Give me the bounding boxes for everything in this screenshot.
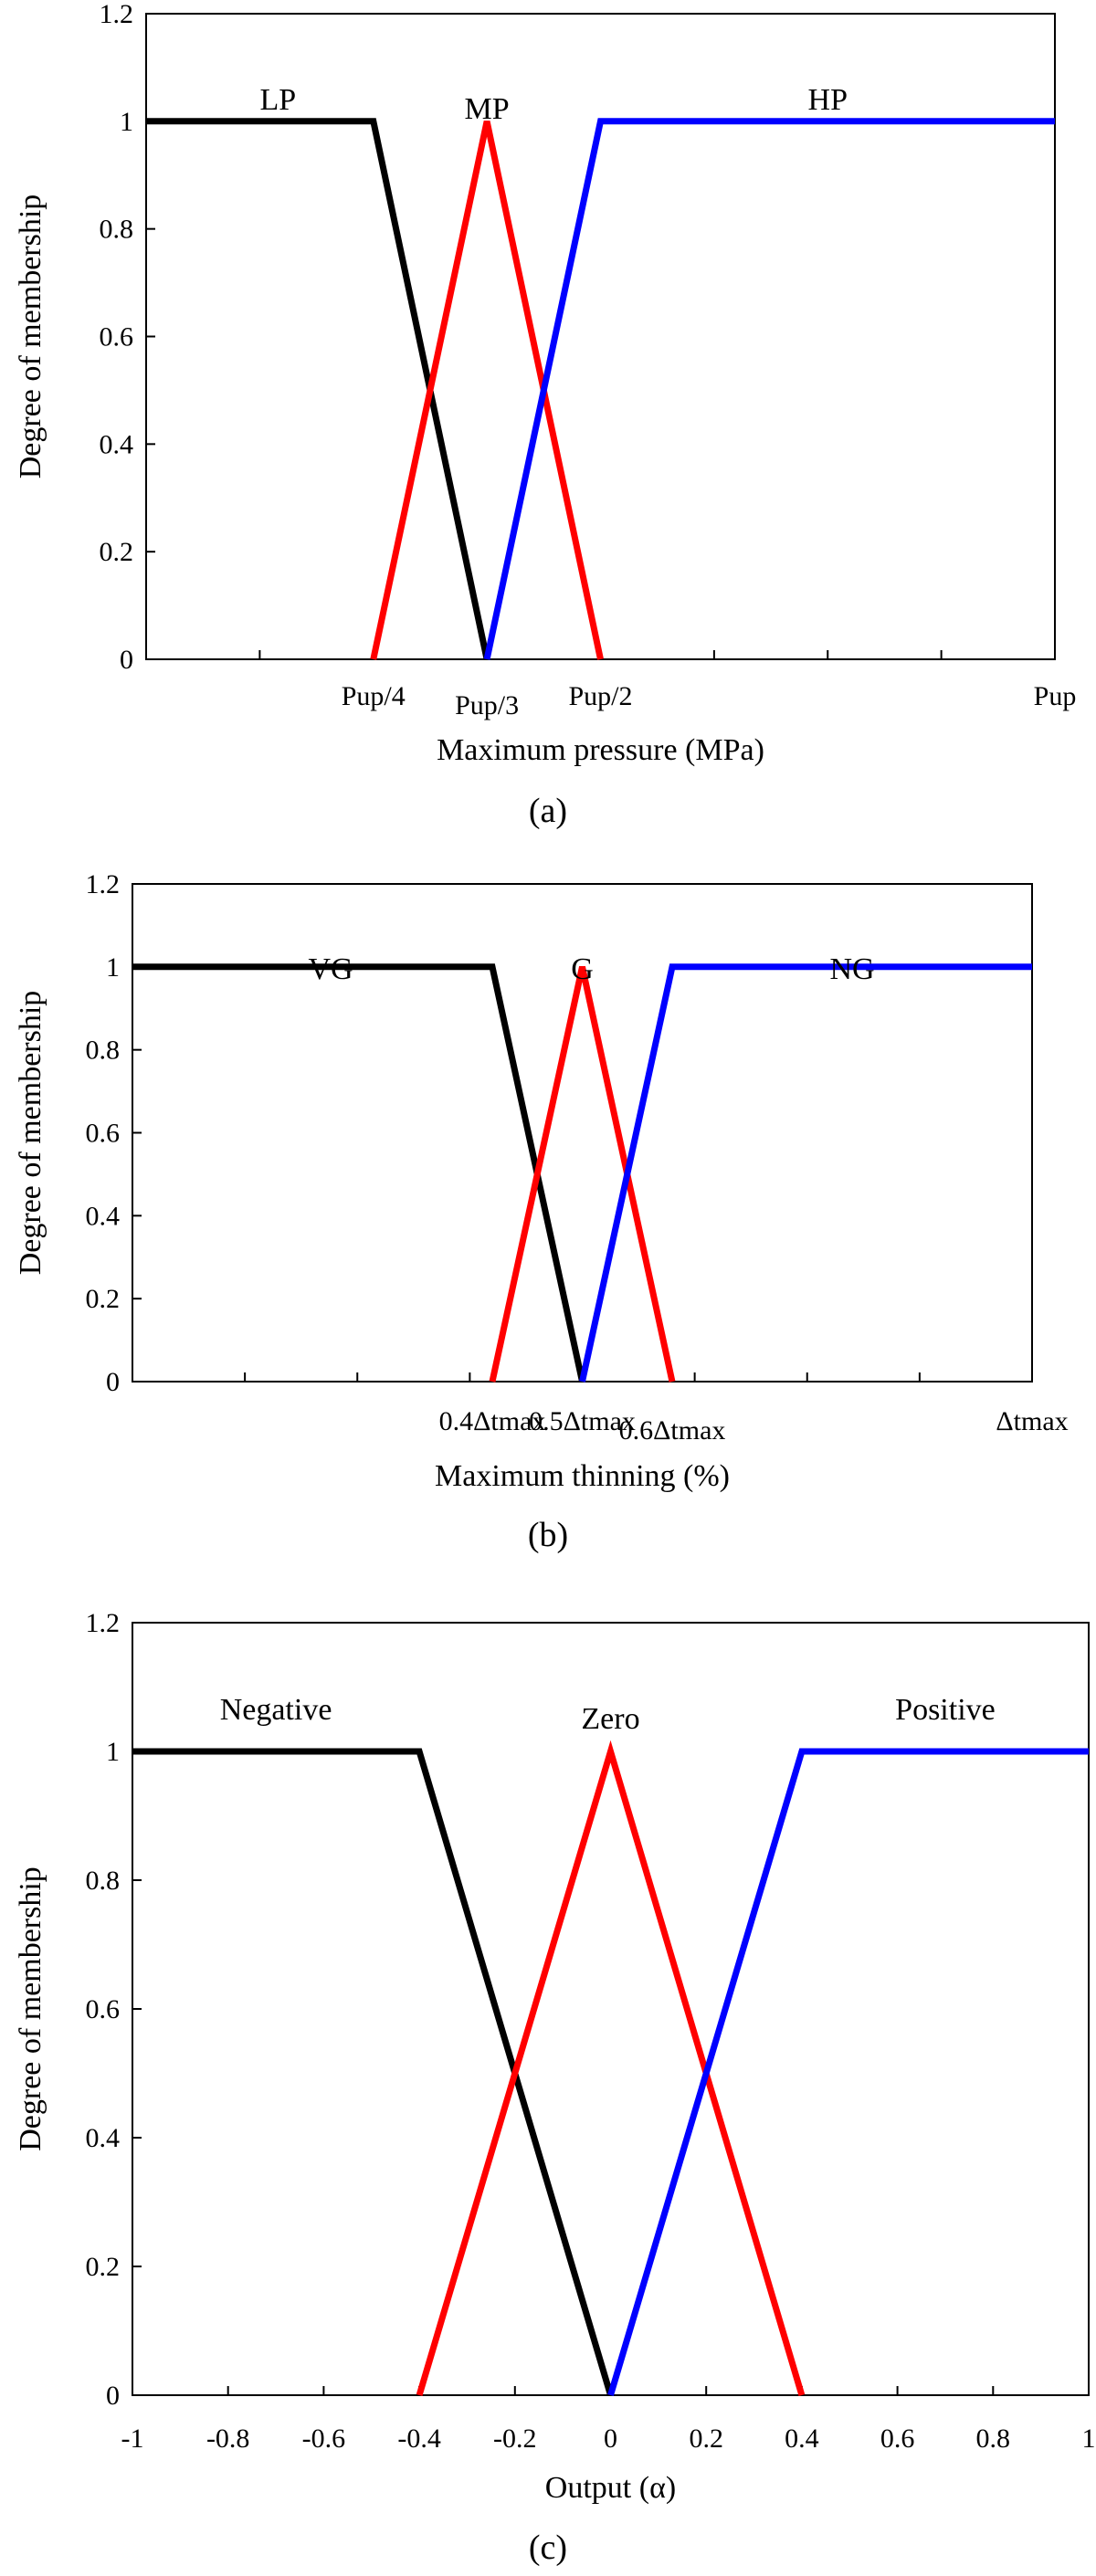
y-tick-label: 0.6 xyxy=(86,1994,121,2024)
y-tick-label: 0.8 xyxy=(86,1866,121,1896)
series-label-positive: Positive xyxy=(895,1693,996,1727)
x-tick-label: 0.5Δtmax xyxy=(529,1406,636,1436)
x-tick-label: Pup/2 xyxy=(568,681,632,711)
y-axis-label: Degree of membership xyxy=(14,991,47,1276)
series-label-lp: LP xyxy=(260,83,297,117)
panel-caption: (a) xyxy=(529,792,567,830)
y-tick-label: 0.2 xyxy=(86,2252,121,2282)
panel-caption: (b) xyxy=(528,1516,568,1554)
y-tick-label: 0.8 xyxy=(100,215,134,245)
series-label-mp: MP xyxy=(465,92,510,126)
y-tick-label: 1 xyxy=(106,952,120,983)
y-tick-label: 1.2 xyxy=(86,1608,121,1638)
chart-panel-a: 0 0.2 0.4 0.6 0.8 1 1.2 Pup/4 Pup/3 Pup/2 Pup Maxim… xyxy=(14,0,1076,830)
series-line-lp xyxy=(146,118,490,660)
y-tick-label: 0.4 xyxy=(100,429,134,459)
series-line-g xyxy=(489,966,676,1383)
y-tick-label: 0.4 xyxy=(86,2123,121,2153)
x-tick-label: -0.2 xyxy=(493,2424,537,2454)
y-tick-label: 0.2 xyxy=(100,537,134,567)
plot-frame xyxy=(132,1622,1090,2396)
y-tick-label: 0.2 xyxy=(86,1284,121,1314)
x-tick-label: 0.2 xyxy=(689,2424,723,2454)
y-tick-label: 1.2 xyxy=(86,869,121,899)
x-tick-label: 0.6Δtmax xyxy=(619,1415,726,1446)
x-tick-label: -0.4 xyxy=(397,2424,441,2454)
y-tick-label: 0.4 xyxy=(86,1201,121,1231)
y-tick-label: 1.2 xyxy=(100,0,134,29)
x-tick-label: 0.4 xyxy=(785,2424,819,2454)
x-axis-label: Output (α) xyxy=(545,2471,676,2505)
y-tick-label: 0 xyxy=(120,645,133,675)
y-axis-label: Degree of membership xyxy=(14,1866,47,2151)
series-line-ng xyxy=(579,963,1032,1383)
series-line-vg xyxy=(132,963,585,1383)
series-label-hp: HP xyxy=(808,83,848,117)
series-line-hp xyxy=(483,118,1055,660)
x-tick-label: -1 xyxy=(121,2424,144,2454)
x-tick-label: Pup/3 xyxy=(455,690,519,720)
y-tick-label: 0.8 xyxy=(86,1036,121,1066)
x-tick-label: Δtmax xyxy=(996,1406,1068,1436)
y-axis-label: Degree of membership xyxy=(14,195,47,479)
x-tick-label: -0.6 xyxy=(302,2424,346,2454)
y-tick-label: 0 xyxy=(106,1367,120,1397)
y-tick-label: 0 xyxy=(106,2381,120,2411)
x-tick-label: 0.8 xyxy=(976,2424,1011,2454)
x-tick-label: 1 xyxy=(1082,2424,1096,2454)
series-line-zero xyxy=(416,1740,806,2396)
x-tick-label: 0 xyxy=(604,2424,617,2454)
x-tick-label: 0.6 xyxy=(880,2424,915,2454)
series-line-mp xyxy=(370,121,604,660)
x-axis-label: Maximum pressure (MPa) xyxy=(437,733,764,767)
x-tick-label: -0.8 xyxy=(206,2424,250,2454)
series-label-zero: Zero xyxy=(581,1702,639,1736)
x-tick-label: Pup xyxy=(1034,681,1077,711)
chart-panel-c: 0 0.2 0.4 0.6 0.8 1 1.2 -1 -0.8 -0.6 -0.4 -0.2 0 0.2 0… xyxy=(14,1608,1096,2567)
y-tick-label: 1 xyxy=(106,1737,120,1767)
series-label-vg: VG xyxy=(308,952,353,986)
y-tick-label: 0.6 xyxy=(100,322,134,352)
x-tick-label: 0.4Δtmax xyxy=(439,1406,546,1436)
series-line-negative xyxy=(132,1748,614,2396)
panel-caption: (c) xyxy=(529,2529,567,2567)
x-axis-label: Maximum thinning (%) xyxy=(435,1459,730,1493)
series-line-positive xyxy=(607,1748,1089,2396)
x-tick-label: Pup/4 xyxy=(342,681,406,711)
y-tick-label: 0.6 xyxy=(86,1119,121,1149)
series-label-negative: Negative xyxy=(220,1693,332,1727)
chart-panel-b: 0 0.2 0.4 0.6 0.8 1 1.2 0.4Δtmax0.5Δtmax0.6Δtma… xyxy=(14,869,1069,1554)
y-tick-label: 1 xyxy=(120,107,133,137)
series-label-ng: NG xyxy=(829,952,874,986)
series-label-g: G xyxy=(571,952,594,986)
